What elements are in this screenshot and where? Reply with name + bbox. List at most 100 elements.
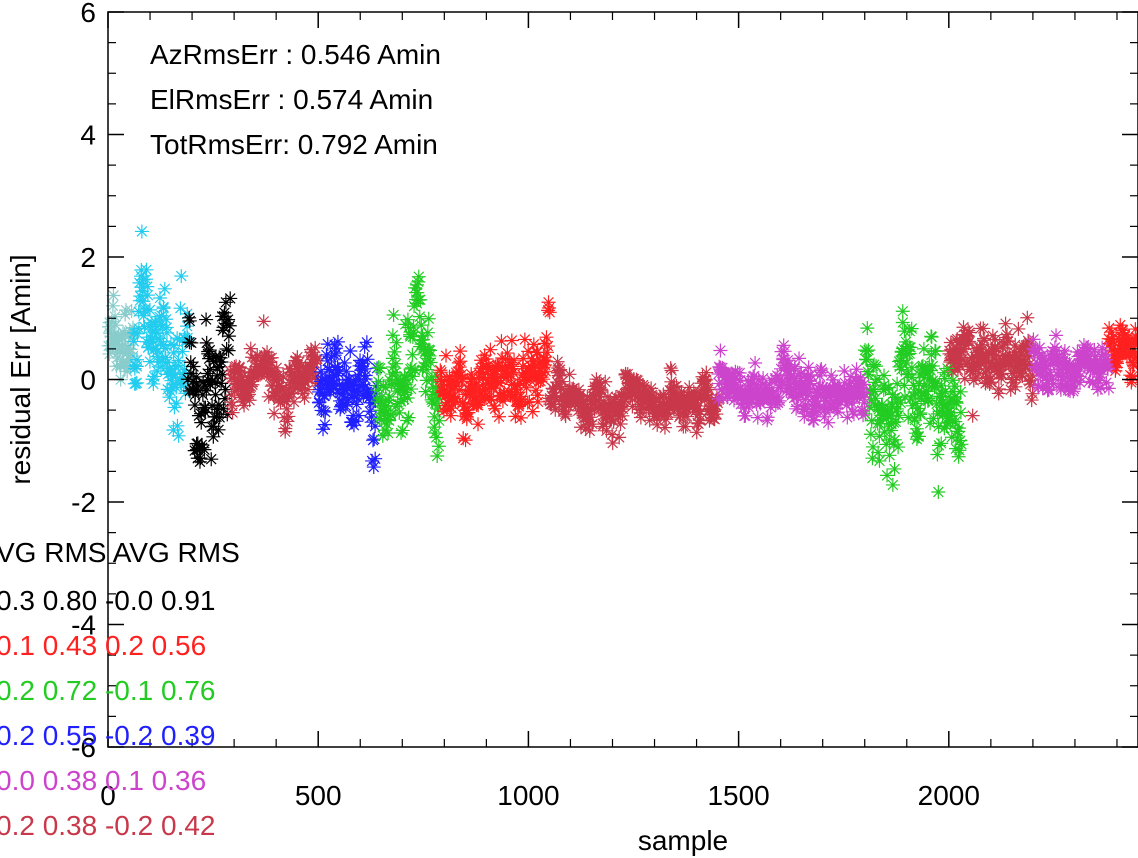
data-point-series-6	[453, 354, 468, 369]
data-point-series-3	[242, 393, 257, 408]
data-point-series-3	[659, 412, 674, 427]
data-point-series-5	[428, 426, 443, 441]
data-point-series-3	[969, 371, 984, 386]
data-point-series-5	[865, 439, 880, 454]
data-point-series-3	[596, 417, 611, 432]
data-point-series-3	[676, 390, 691, 405]
data-point-series-3	[663, 361, 678, 376]
data-point-series-7	[723, 373, 738, 388]
data-point-series-4	[360, 352, 375, 367]
data-point-series-3	[991, 382, 1006, 397]
data-point-series-7	[1093, 380, 1108, 395]
data-point-series-5	[399, 372, 414, 387]
data-point-series-5	[940, 361, 955, 376]
data-point-series-1	[130, 326, 145, 341]
data-point-series-6	[437, 385, 452, 400]
data-point-series-7	[786, 371, 801, 386]
data-point-series-6	[468, 379, 483, 394]
data-point-series-5	[387, 344, 402, 359]
data-point-series-0	[118, 303, 133, 318]
data-point-series-3	[562, 367, 577, 382]
data-point-series-4	[337, 355, 352, 370]
data-point-series-3	[616, 402, 631, 417]
stats-table-row: 0.1 0.43 0.2 0.56	[0, 630, 206, 661]
data-point-series-4	[318, 405, 333, 420]
data-point-series-5	[911, 429, 926, 444]
data-point-series-5	[427, 420, 442, 435]
data-point-series-7	[819, 382, 834, 397]
data-point-series-6	[537, 350, 552, 365]
data-point-series-3	[600, 389, 615, 404]
data-point-series-6	[1113, 318, 1128, 333]
data-point-series-6	[1126, 358, 1138, 373]
data-point-series-3	[997, 335, 1012, 350]
data-point-series-0	[105, 338, 120, 353]
data-point-series-7	[1080, 352, 1095, 367]
data-point-series-5	[390, 384, 405, 399]
data-point-series-5	[866, 382, 881, 397]
data-point-series-6	[471, 417, 486, 432]
data-point-series-4	[341, 391, 356, 406]
y-tick-label: 2	[80, 242, 96, 273]
data-point-series-5	[917, 370, 932, 385]
data-point-series-6	[434, 374, 449, 389]
data-point-series-5	[911, 385, 926, 400]
data-point-series-7	[830, 405, 845, 420]
data-point-series-5	[419, 362, 434, 377]
data-point-series-3	[985, 359, 1000, 374]
data-point-series-3	[685, 400, 700, 415]
data-point-series-5	[395, 423, 410, 438]
data-point-series-1	[169, 396, 184, 411]
data-point-series-3	[700, 380, 715, 395]
data-point-series-4	[323, 382, 338, 397]
data-point-series-5	[944, 430, 959, 445]
data-point-series-2	[197, 379, 212, 394]
data-point-series-1	[148, 314, 163, 329]
data-point-series-6	[535, 354, 550, 369]
data-point-series-5	[861, 367, 876, 382]
x-tick-label: 2000	[918, 780, 980, 811]
data-point-series-5	[900, 339, 915, 354]
data-point-series-2	[180, 372, 195, 387]
data-point-series-3	[553, 379, 568, 394]
data-point-series-2	[186, 374, 201, 389]
data-point-series-7	[711, 367, 726, 382]
data-point-series-3	[280, 414, 295, 429]
data-point-series-1	[144, 332, 159, 347]
data-point-series-7	[856, 386, 871, 401]
data-point-series-6	[1108, 363, 1123, 378]
data-point-series-5	[411, 269, 426, 284]
data-point-series-5	[890, 401, 905, 416]
data-point-series-7	[798, 398, 813, 413]
data-point-series-3	[297, 390, 312, 405]
data-point-series-3	[701, 390, 716, 405]
y-tick-label: 4	[80, 120, 96, 151]
data-point-series-0	[107, 309, 122, 324]
data-point-series-6	[519, 380, 534, 395]
data-point-series-6	[522, 394, 537, 409]
data-point-series-5	[952, 421, 967, 436]
data-point-series-1	[126, 334, 141, 349]
data-point-series-3	[946, 356, 961, 371]
data-point-series-7	[825, 372, 840, 387]
data-point-series-5	[413, 292, 428, 307]
data-point-series-2	[189, 376, 204, 391]
data-point-series-3	[698, 372, 713, 387]
data-point-series-5	[948, 414, 963, 429]
data-point-series-3	[1015, 369, 1030, 384]
data-point-series-5	[373, 361, 388, 376]
data-point-series-4	[343, 343, 358, 358]
data-point-series-3	[637, 379, 652, 394]
data-point-series-3	[230, 382, 245, 397]
data-point-series-4	[350, 391, 365, 406]
x-tick-label: 1500	[707, 780, 769, 811]
data-point-series-1	[171, 428, 186, 443]
data-point-series-0	[116, 354, 131, 369]
data-point-series-3	[1007, 345, 1022, 360]
data-point-series-7	[1085, 374, 1100, 389]
data-point-series-5	[859, 352, 874, 367]
data-point-series-1	[158, 341, 173, 356]
data-point-series-1	[154, 308, 169, 323]
data-point-series-2	[202, 343, 217, 358]
data-point-series-2	[201, 373, 216, 388]
